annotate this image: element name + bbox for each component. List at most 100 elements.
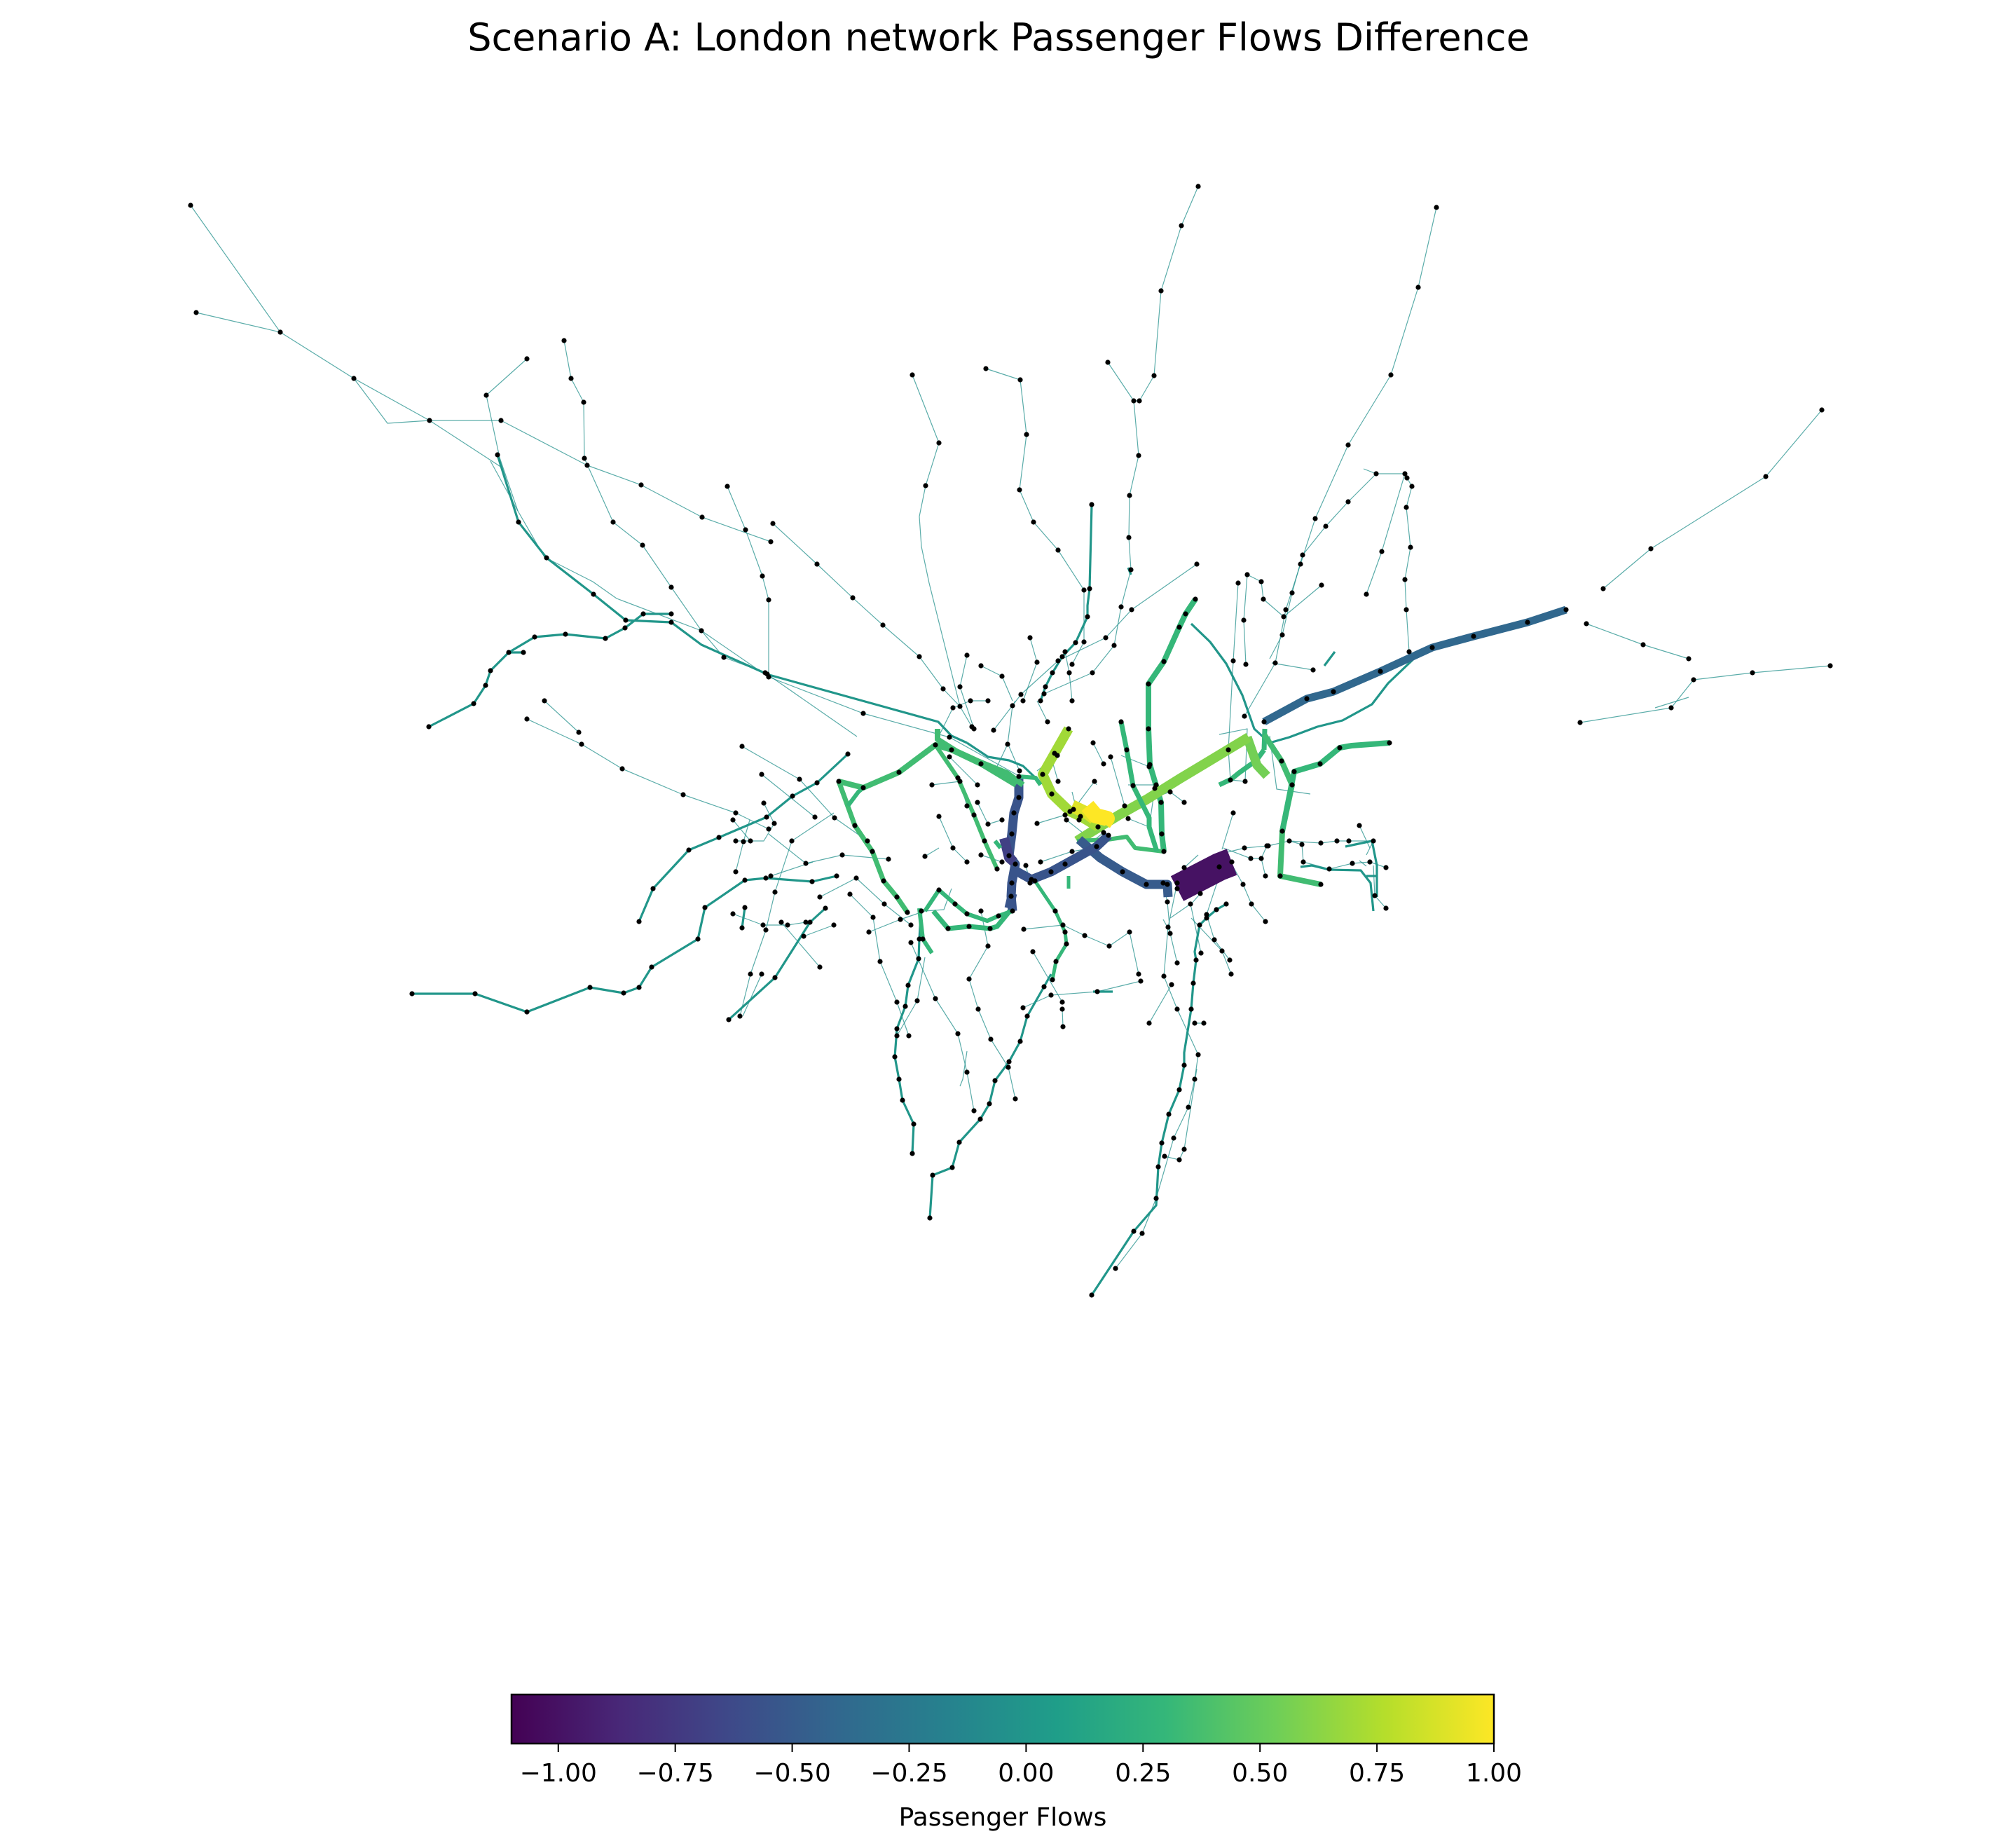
station-node bbox=[1053, 959, 1059, 964]
network-edge-minor bbox=[938, 700, 988, 737]
station-node bbox=[785, 922, 790, 928]
station-node bbox=[1181, 865, 1187, 870]
station-node bbox=[1127, 929, 1132, 935]
station-node bbox=[1111, 643, 1117, 648]
station-node bbox=[1318, 882, 1324, 887]
network-edge-minor bbox=[768, 833, 889, 864]
station-node bbox=[1243, 662, 1249, 667]
station-node bbox=[1162, 1154, 1167, 1159]
network-edge-minor bbox=[1148, 984, 1172, 1024]
station-node bbox=[1471, 634, 1476, 639]
network-edge bbox=[966, 741, 1038, 781]
station-node bbox=[900, 1097, 905, 1103]
station-node bbox=[730, 817, 736, 823]
station-node bbox=[1108, 754, 1113, 760]
station-node bbox=[991, 727, 996, 733]
station-node bbox=[1090, 670, 1095, 676]
network-edge bbox=[1345, 840, 1378, 897]
station-node bbox=[978, 663, 984, 669]
network-edge-minor bbox=[985, 368, 1085, 665]
station-node bbox=[832, 815, 837, 821]
station-node bbox=[581, 399, 586, 405]
network-edge-minor bbox=[1023, 924, 1139, 975]
network-edge-minor bbox=[732, 913, 807, 926]
station-node bbox=[1146, 1020, 1152, 1026]
station-node bbox=[1167, 789, 1173, 795]
network-edge bbox=[1323, 651, 1336, 666]
station-node bbox=[760, 573, 765, 579]
colorbar-label: Passenger Flows bbox=[899, 1803, 1107, 1832]
station-node bbox=[668, 584, 674, 590]
station-node bbox=[1064, 941, 1069, 947]
colorbar-tick-label: 0.75 bbox=[1349, 1759, 1405, 1788]
station-node bbox=[188, 203, 193, 208]
station-node bbox=[1094, 989, 1100, 994]
chart-title: Scenario A: London network Passenger Flo… bbox=[467, 15, 1530, 60]
station-node bbox=[803, 919, 809, 925]
network-edge-minor bbox=[1032, 951, 1063, 1003]
station-node bbox=[1118, 719, 1124, 725]
station-node bbox=[894, 1026, 900, 1032]
station-node bbox=[1319, 582, 1324, 588]
station-node bbox=[917, 654, 922, 659]
station-node bbox=[957, 704, 963, 709]
station-node bbox=[1367, 859, 1373, 865]
station-node bbox=[733, 869, 739, 875]
network-edge-highlight bbox=[1279, 740, 1390, 832]
station-node bbox=[1188, 901, 1193, 907]
network-edge-minor bbox=[742, 973, 762, 1017]
station-node bbox=[877, 959, 883, 964]
station-node bbox=[742, 877, 748, 883]
station-node bbox=[987, 1101, 992, 1107]
station-node bbox=[1230, 810, 1236, 816]
station-node bbox=[1219, 948, 1225, 954]
station-node bbox=[933, 996, 938, 1001]
station-node bbox=[542, 698, 547, 704]
station-node bbox=[668, 620, 674, 625]
network-edge-minor bbox=[924, 847, 940, 857]
station-node bbox=[1094, 844, 1099, 849]
station-node bbox=[1289, 782, 1295, 788]
station-node bbox=[640, 542, 645, 548]
station-node bbox=[1279, 758, 1284, 764]
network-edge-highlight bbox=[1074, 733, 1251, 845]
station-node bbox=[852, 823, 858, 828]
station-node bbox=[968, 698, 973, 704]
network-edge bbox=[496, 454, 768, 676]
station-node bbox=[1050, 977, 1055, 983]
network-edge-highlight bbox=[1262, 605, 1567, 725]
station-node bbox=[1183, 611, 1188, 617]
station-node bbox=[1197, 891, 1203, 896]
station-node bbox=[1125, 816, 1131, 821]
station-node bbox=[1011, 810, 1017, 816]
station-node bbox=[975, 1006, 981, 1012]
station-node bbox=[936, 887, 942, 893]
station-node bbox=[1345, 499, 1351, 505]
station-node bbox=[426, 724, 432, 730]
station-node bbox=[1010, 908, 1015, 914]
station-node bbox=[1009, 880, 1015, 886]
station-node bbox=[947, 754, 952, 760]
network-edge-highlight bbox=[1118, 721, 1160, 853]
station-node bbox=[1763, 474, 1769, 479]
station-node bbox=[1402, 577, 1408, 582]
network-edge-minor bbox=[526, 718, 769, 830]
station-node bbox=[1023, 863, 1029, 868]
colorbar-tick-label: 0.50 bbox=[1232, 1759, 1288, 1788]
station-node bbox=[1160, 880, 1166, 886]
station-node bbox=[488, 668, 493, 673]
network-edge-minor bbox=[819, 877, 912, 926]
station-node bbox=[764, 814, 769, 820]
station-node bbox=[1388, 372, 1394, 378]
network-edges bbox=[190, 186, 1831, 1296]
station-node bbox=[742, 905, 748, 910]
network-edge-minor bbox=[1223, 847, 1266, 877]
station-node bbox=[1165, 899, 1170, 905]
network-edge-minor bbox=[490, 460, 1018, 776]
network-edge-highlight bbox=[931, 909, 1012, 931]
station-node bbox=[1089, 502, 1094, 507]
station-node bbox=[1819, 407, 1825, 413]
station-node bbox=[1648, 546, 1654, 552]
station-node bbox=[1101, 830, 1106, 835]
station-node bbox=[1138, 978, 1144, 984]
